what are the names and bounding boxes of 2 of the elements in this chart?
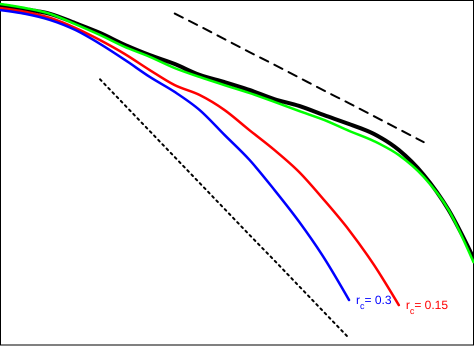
series-label: r$_{c}$= 0.15	[406, 298, 448, 316]
series-label: r$_{c}$= 0.3	[356, 292, 392, 311]
